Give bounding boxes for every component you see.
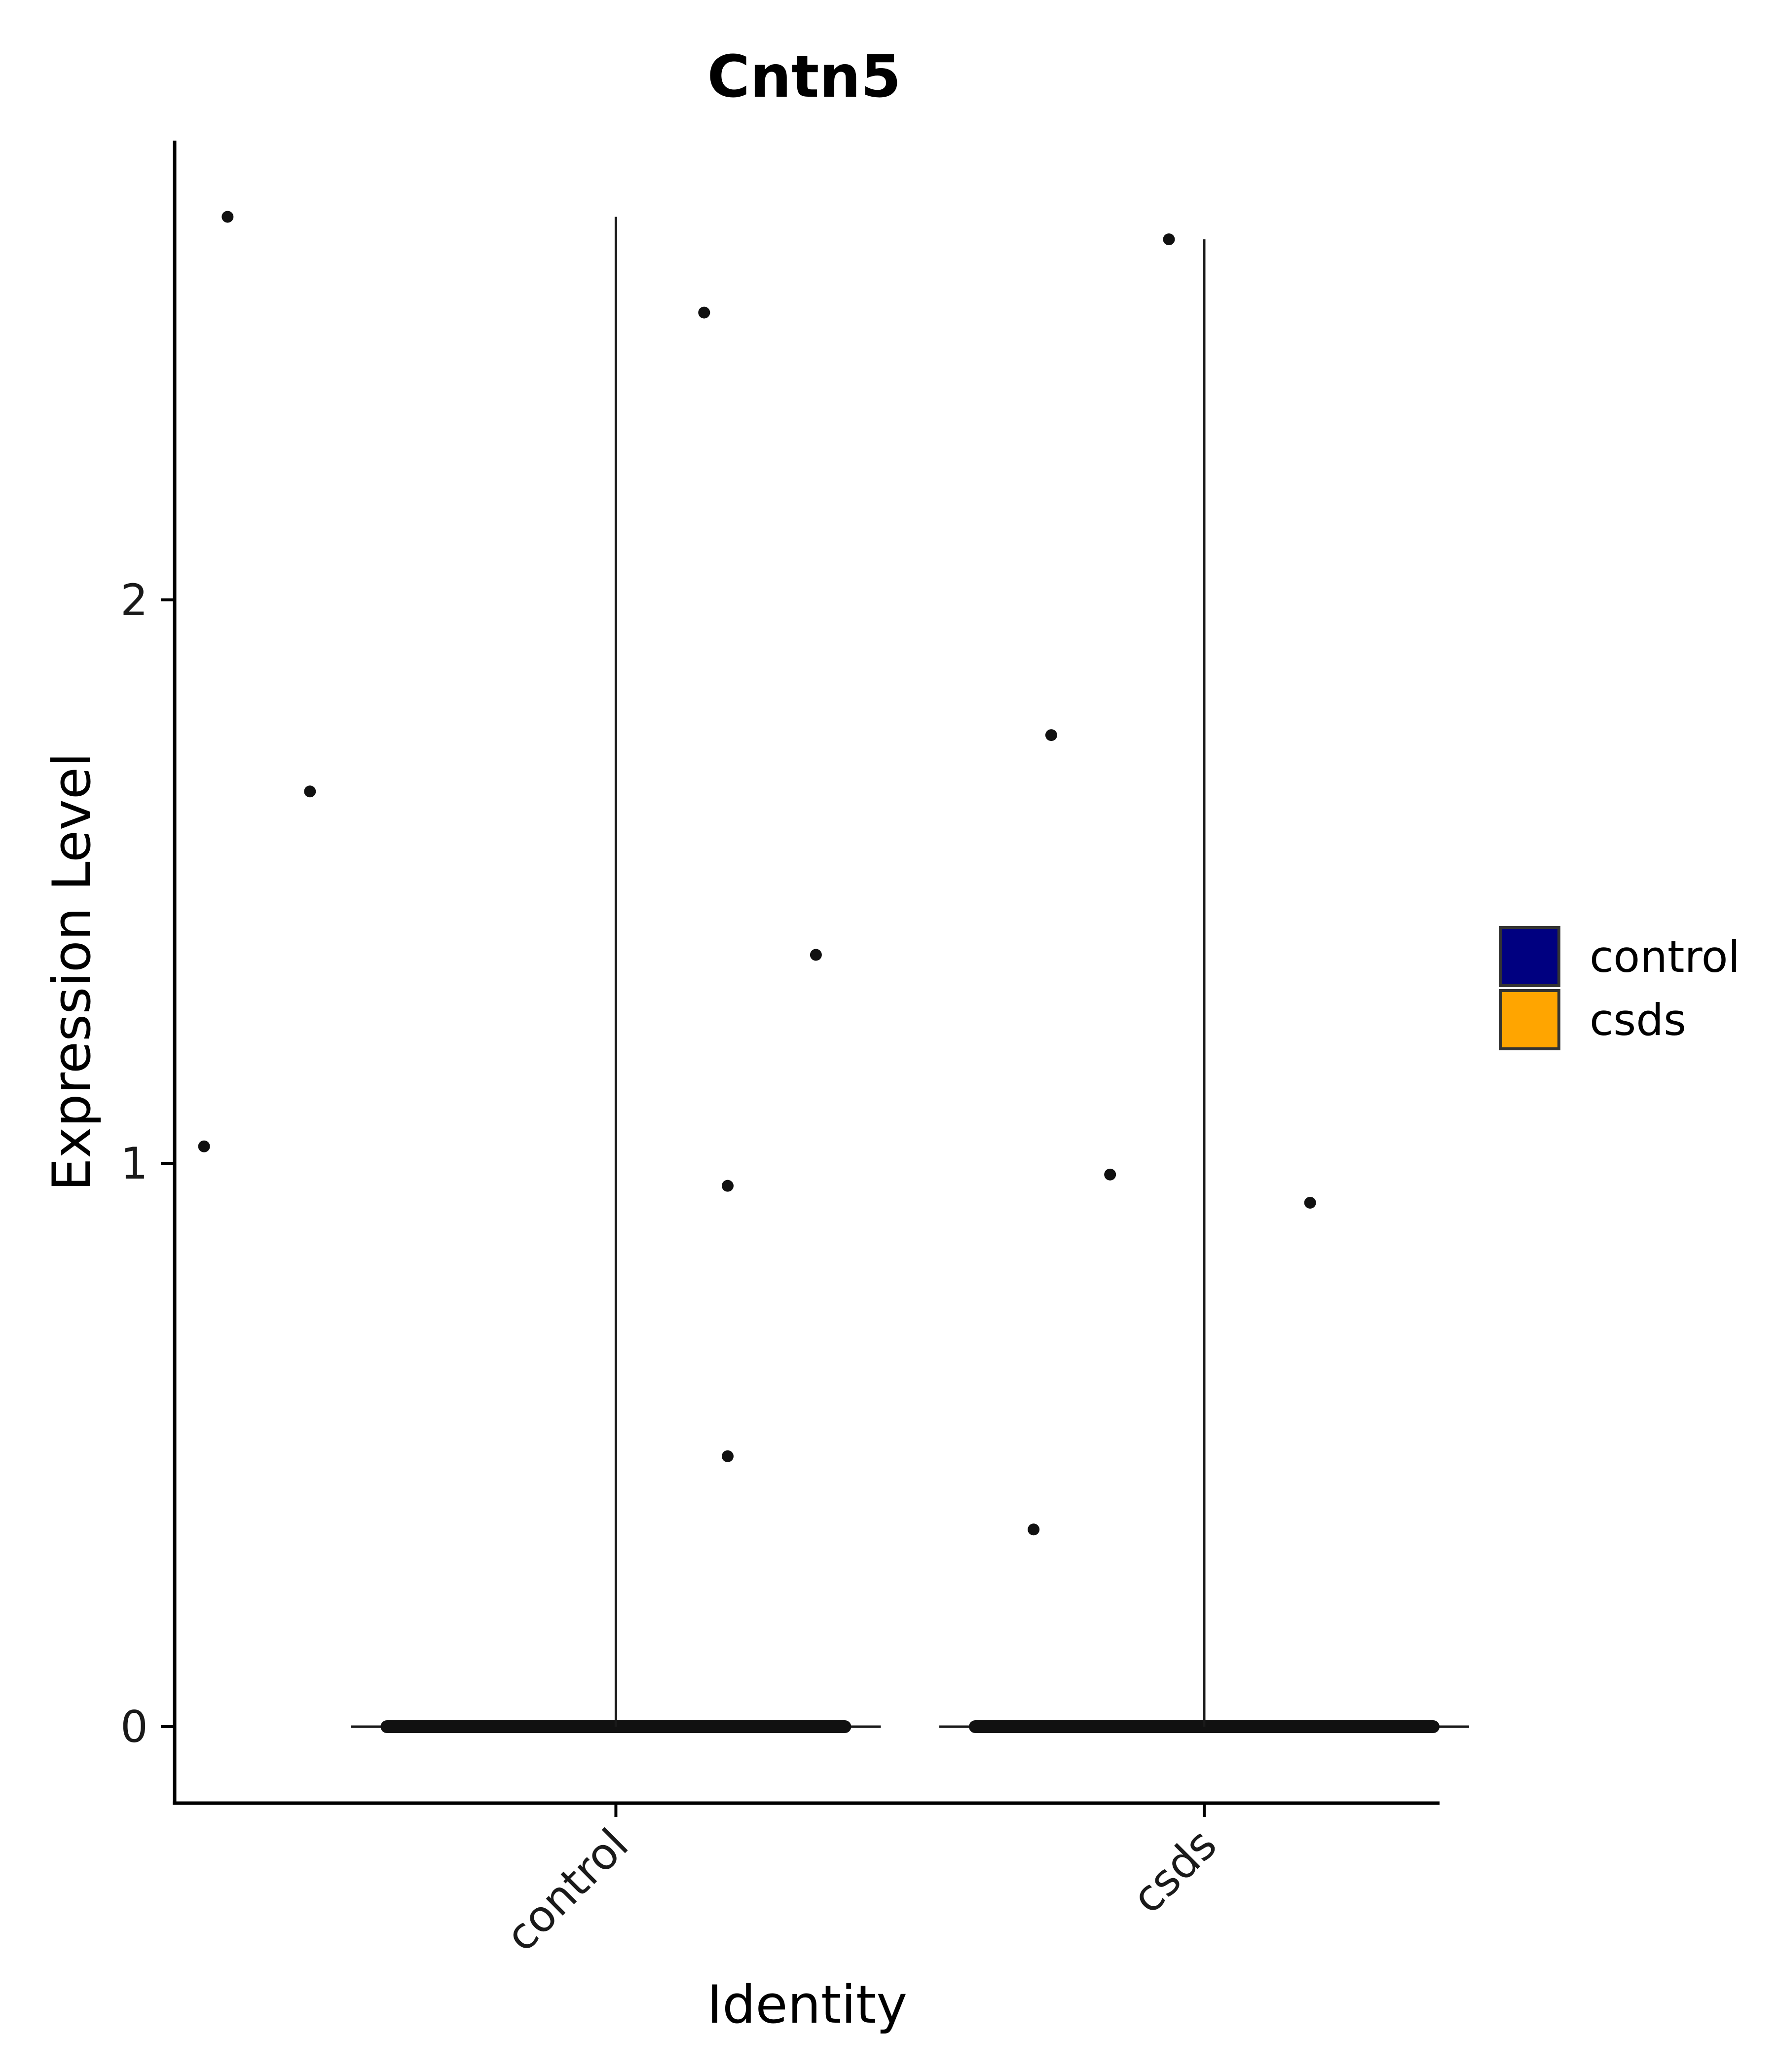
legend-label-csds: csds [1590, 995, 1686, 1045]
data-point-control-7 [722, 1450, 734, 1462]
legend-label-control: control [1590, 931, 1740, 982]
data-point-control-3 [304, 785, 316, 798]
chart-title: Cntn5 [707, 42, 901, 111]
data-point-csds-2 [1045, 729, 1057, 741]
data-point-csds-4 [1304, 1196, 1316, 1209]
legend-swatch-csds [1499, 989, 1560, 1050]
data-point-csds-5 [1028, 1523, 1040, 1536]
y-tick-label-2: 2 [120, 575, 148, 626]
data-point-control-1 [222, 211, 234, 223]
axis-ticks: 0 1 2 control csds [120, 575, 1226, 1961]
data-point-csds-3 [1104, 1168, 1116, 1181]
y-tick-label-0: 0 [120, 1702, 148, 1752]
data-point-control-2 [698, 306, 710, 319]
x-tick-label-control: control [496, 1819, 638, 1961]
x-tick-label-csds: csds [1122, 1819, 1226, 1923]
data-point-csds-1 [1163, 233, 1175, 246]
plot-area [198, 211, 1469, 1733]
data-point-control-6 [722, 1180, 734, 1192]
data-point-control-5 [198, 1140, 210, 1152]
legend: control csds [1499, 926, 1740, 1050]
legend-swatch-control [1499, 926, 1560, 987]
y-tick-label-1: 1 [120, 1138, 148, 1189]
x-axis-title: Identity [707, 1974, 907, 2035]
y-axis-title: Expression Level [41, 753, 102, 1191]
data-point-control-4 [810, 949, 822, 961]
